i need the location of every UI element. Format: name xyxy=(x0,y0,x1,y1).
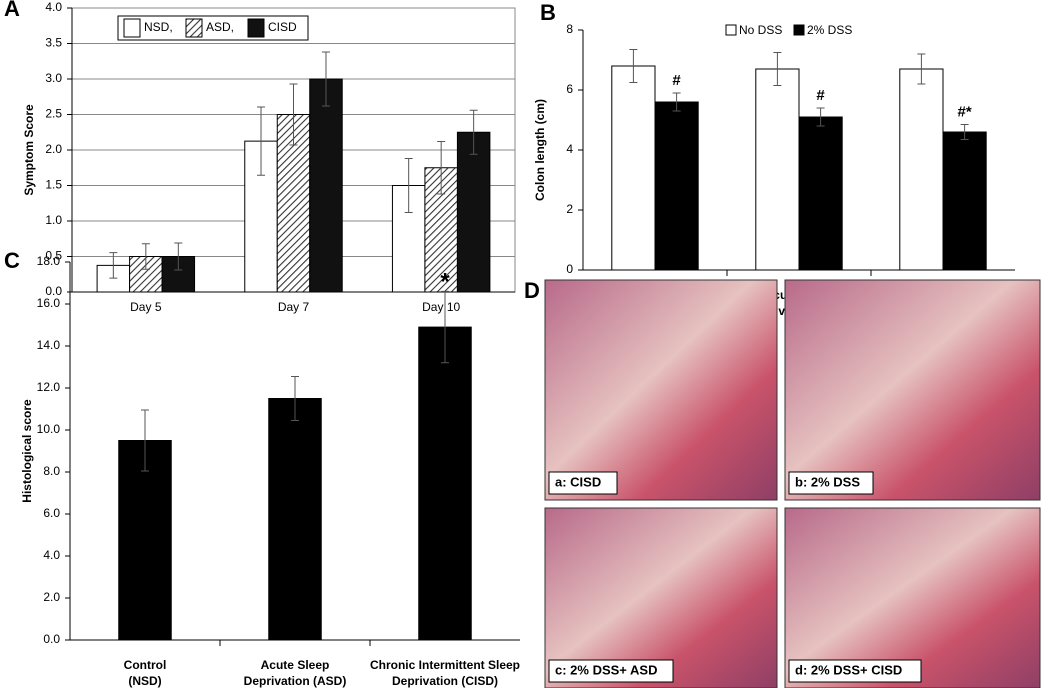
y-tick-label: 10.0 xyxy=(37,422,61,436)
y-tick-label: 2 xyxy=(566,202,573,216)
panel-label: C xyxy=(4,248,20,273)
y-tick-label: 1.0 xyxy=(45,213,62,227)
image-label: a: CISD xyxy=(555,474,601,489)
bar xyxy=(755,68,800,271)
bar xyxy=(456,131,491,293)
error-bar xyxy=(773,52,782,86)
legend-label: ASD, xyxy=(206,20,234,34)
x-tick-label: Deprivation (CISD) xyxy=(392,674,498,688)
error-bar xyxy=(174,242,183,271)
error-bar xyxy=(960,124,969,140)
y-tick-label: 0.5 xyxy=(45,249,62,263)
y-axis-label: Histological score xyxy=(20,399,34,503)
bar xyxy=(309,78,343,293)
bar xyxy=(118,440,172,641)
bar xyxy=(268,398,322,641)
y-tick-label: 4.0 xyxy=(43,548,60,562)
y-axis-label: Colon length (cm) xyxy=(533,99,547,201)
bar xyxy=(899,68,944,271)
y-tick-label: 0 xyxy=(566,262,573,276)
panel-label: B xyxy=(540,0,556,25)
x-tick-label: Day 5 xyxy=(130,300,162,314)
legend-swatch xyxy=(247,18,265,38)
image-label-box xyxy=(788,471,874,495)
error-bar xyxy=(917,53,926,85)
annotation: # xyxy=(816,87,825,104)
x-tick-label: Day 7 xyxy=(278,300,310,314)
image-label-box xyxy=(548,659,674,683)
legend-label: CISD xyxy=(268,20,297,34)
legend-swatch xyxy=(185,18,203,38)
y-tick-label: 3.0 xyxy=(45,71,62,85)
error-bar xyxy=(141,243,150,270)
image-label-box xyxy=(548,471,618,495)
legend-swatch xyxy=(123,18,141,38)
x-tick-label: Control xyxy=(124,658,167,672)
y-tick-label: 16.0 xyxy=(37,296,61,310)
legend-label: 2% DSS xyxy=(807,23,852,37)
y-tick-label: 6 xyxy=(566,82,573,96)
error-bar xyxy=(441,290,449,364)
image-label: c: 2% DSS+ ASD xyxy=(555,662,657,677)
y-tick-label: 6.0 xyxy=(43,506,60,520)
histology-image xyxy=(784,507,1041,688)
y-tick-label: 14.0 xyxy=(37,338,61,352)
error-bar xyxy=(816,107,825,127)
legend-box xyxy=(117,15,309,41)
y-tick-label: 0.0 xyxy=(45,284,62,298)
bar xyxy=(798,116,843,271)
annotation: # xyxy=(672,72,681,89)
image-label: b: 2% DSS xyxy=(795,474,860,489)
y-tick-label: 3.5 xyxy=(45,36,62,50)
error-bar xyxy=(257,106,266,176)
y-tick-label: 18.0 xyxy=(37,254,61,268)
error-bar xyxy=(437,140,446,195)
bar xyxy=(418,326,472,641)
error-bar xyxy=(109,252,118,279)
legend-swatch xyxy=(725,24,737,36)
error-bar xyxy=(404,158,413,213)
image-label-box xyxy=(788,659,922,683)
y-tick-label: 4.0 xyxy=(45,0,62,14)
y-tick-label: 12.0 xyxy=(37,380,61,394)
bar xyxy=(942,131,987,271)
legend-swatch xyxy=(793,24,805,36)
error-bar xyxy=(291,375,299,422)
y-tick-label: 2.0 xyxy=(45,142,62,156)
x-tick-label: Acute Sleep xyxy=(261,658,330,672)
annotation: #* xyxy=(958,103,972,120)
histology-image xyxy=(544,279,778,501)
annotation: * xyxy=(440,269,450,296)
y-tick-label: 0.0 xyxy=(43,632,60,646)
y-tick-label: 2.0 xyxy=(43,590,60,604)
bar xyxy=(611,65,656,271)
error-bar xyxy=(469,109,478,155)
error-bar xyxy=(672,92,681,112)
bar xyxy=(654,101,699,271)
y-tick-label: 8 xyxy=(566,22,573,36)
legend-label: NSD, xyxy=(144,20,173,34)
histology-image xyxy=(784,279,1041,501)
y-tick-label: 8.0 xyxy=(43,464,60,478)
image-label: d: 2% DSS+ CISD xyxy=(795,662,902,677)
y-tick-label: 2.5 xyxy=(45,107,62,121)
error-bar xyxy=(321,51,330,107)
x-tick-label: Day 10 xyxy=(422,300,460,314)
panel-label: D xyxy=(524,278,540,303)
histology-image xyxy=(544,507,778,688)
x-tick-label: (NSD) xyxy=(128,674,161,688)
y-tick-label: 1.5 xyxy=(45,178,62,192)
error-bar xyxy=(141,409,149,472)
x-tick-label: Chronic Intermittent Sleep xyxy=(370,658,520,672)
x-tick-label: Deprivation (ASD) xyxy=(244,674,347,688)
y-tick-label: 4 xyxy=(566,142,573,156)
bar xyxy=(96,264,131,293)
y-axis-label: Symptom Score xyxy=(22,104,36,196)
error-bar xyxy=(629,49,638,83)
error-bar xyxy=(289,83,298,146)
legend-label: No DSS xyxy=(739,23,782,37)
panel-label: A xyxy=(4,0,20,21)
